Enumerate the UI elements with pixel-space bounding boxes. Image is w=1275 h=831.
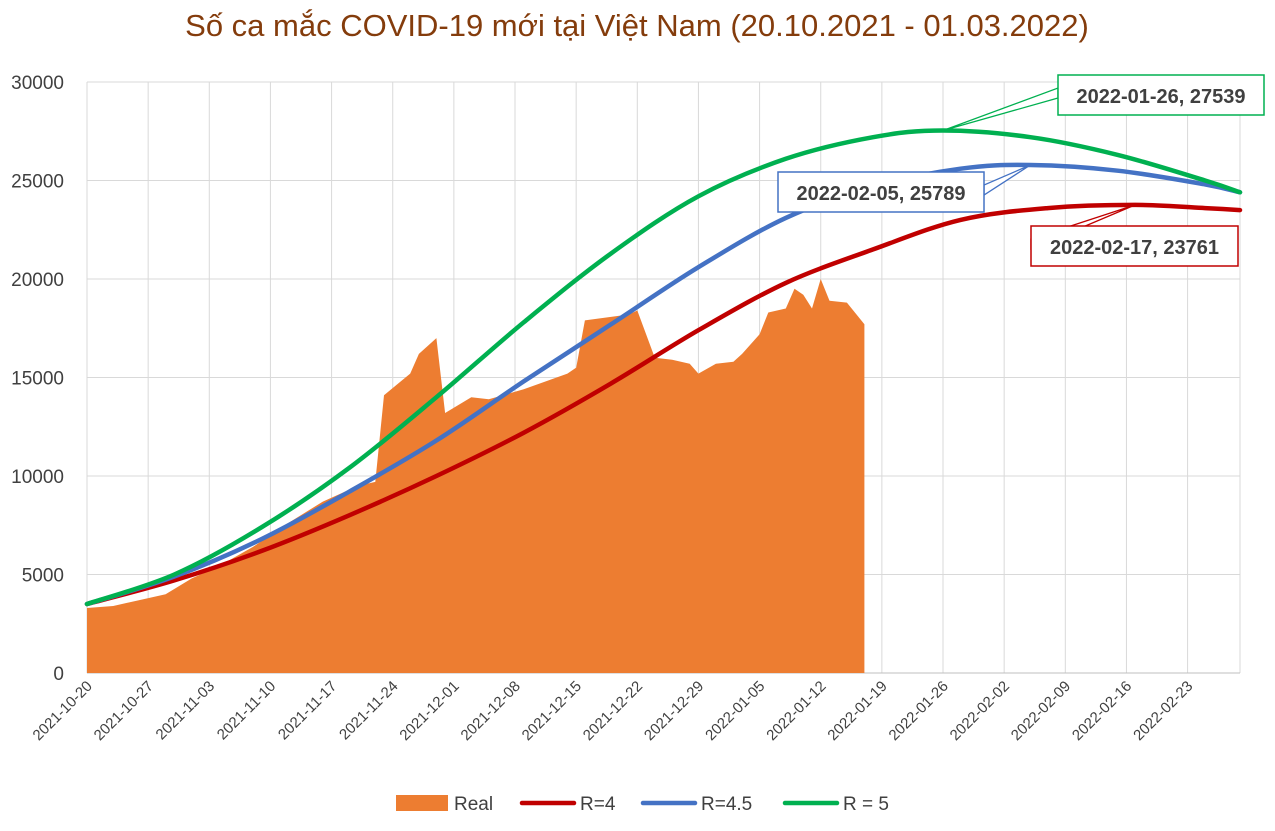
y-tick-label: 25000: [11, 172, 64, 193]
y-tick-label: 30000: [11, 73, 64, 94]
callouts: 2022-01-26, 27539 2022-02-05, 25789 2022-0…: [777, 74, 1265, 267]
legend-item: R=4.5: [640, 794, 752, 815]
callout-box: [777, 171, 985, 213]
callout-label: 2022-02-05, 25789: [796, 183, 965, 205]
x-axis-ticks: 2021-10-202021-10-272021-11-032021-11-10…: [30, 678, 1197, 744]
x-tick-label: 2022-01-19: [824, 678, 890, 744]
x-tick-label: 2021-11-03: [153, 678, 218, 743]
x-tick-label: 2022-02-16: [1069, 678, 1135, 744]
line-layer: [84, 128, 1243, 607]
y-tick-label: 20000: [11, 270, 64, 291]
callout: 2022-01-26, 27539: [942, 74, 1265, 132]
y-tick-label: 10000: [11, 467, 64, 488]
legend-label: R=4: [580, 794, 616, 815]
series-area-real: [87, 279, 865, 673]
chart-title: Số ca mắc COVID-19 mới tại Việt Nam (20.…: [185, 8, 1089, 43]
legend-label: R = 5: [843, 794, 889, 815]
series-line-r45: [84, 162, 1243, 607]
legend-item: R = 5: [782, 794, 889, 815]
x-tick-label: 2021-12-22: [580, 678, 646, 744]
callout-label: 2022-01-26, 27539: [1076, 86, 1245, 108]
x-tick-label: 2022-02-09: [1008, 678, 1074, 744]
legend-item: R=4: [519, 794, 616, 815]
callout: 2022-02-05, 25789: [777, 164, 1031, 213]
series-line-r4: [84, 202, 1243, 607]
series-line-r5: [84, 128, 1243, 607]
callout-box: [1030, 225, 1239, 267]
x-tick-label: 2021-12-15: [519, 678, 585, 744]
x-tick-label: 2022-02-02: [947, 678, 1013, 744]
legend-label: Real: [454, 794, 493, 815]
x-tick-label: 2021-12-08: [458, 678, 524, 744]
y-tick-label: 0: [53, 664, 64, 685]
x-tick-label: 2021-10-20: [30, 678, 96, 744]
x-tick-label: 2021-11-24: [336, 678, 401, 743]
y-axis-ticks: 0 5000 10000 15000 20000 25000 30000: [11, 73, 64, 685]
legend-item: Real: [396, 794, 493, 815]
callout-label: 2022-02-17, 23761: [1050, 237, 1219, 259]
area-layer: [87, 279, 865, 673]
x-tick-label: 2021-11-10: [214, 678, 279, 743]
y-tick-label: 15000: [11, 369, 64, 390]
legend: Real R=4 R=4.5 R = 5: [396, 794, 889, 815]
x-tick-label: 2021-11-17: [275, 678, 340, 743]
x-tick-label: 2021-10-27: [91, 678, 157, 744]
x-tick-label: 2022-01-12: [763, 678, 829, 744]
x-tick-label: 2021-12-29: [641, 678, 707, 744]
x-tick-label: 2022-01-26: [886, 678, 952, 744]
x-tick-label: 2021-12-01: [396, 678, 462, 744]
x-tick-label: 2022-02-23: [1130, 678, 1196, 744]
callout: 2022-02-17, 23761: [1030, 204, 1239, 267]
callout-box: [1057, 74, 1265, 116]
callout-pointer: [942, 87, 1059, 132]
legend-swatch: [396, 795, 448, 811]
legend-label: R=4.5: [701, 794, 752, 815]
x-tick-label: 2022-01-05: [702, 678, 768, 744]
y-tick-label: 5000: [22, 566, 64, 587]
